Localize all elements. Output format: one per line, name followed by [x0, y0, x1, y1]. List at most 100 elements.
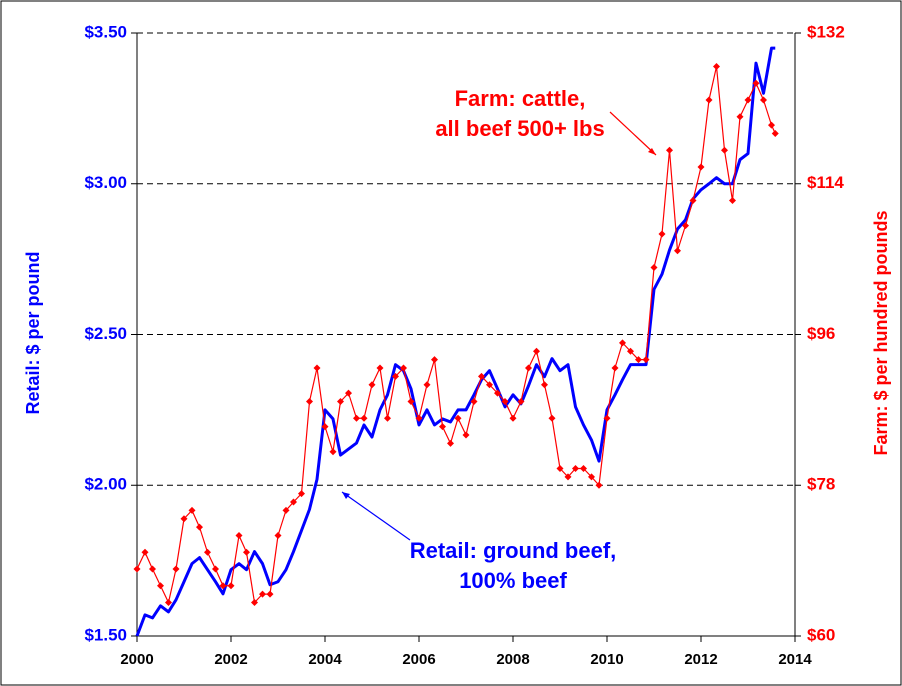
- marker: [258, 590, 266, 598]
- marker: [227, 582, 235, 590]
- marker: [384, 414, 392, 422]
- marker: [634, 356, 642, 364]
- marker: [697, 163, 705, 171]
- y2-tick-label: $114: [807, 173, 844, 192]
- marker: [305, 398, 313, 405]
- marker: [313, 364, 321, 372]
- marker: [650, 264, 658, 271]
- y2-axis-label: Farm: $ per hundred pounds: [871, 210, 891, 455]
- x-tick-label: 2008: [496, 651, 529, 668]
- marker: [525, 364, 533, 372]
- marker: [580, 465, 587, 472]
- annotation-arrowhead: [648, 148, 656, 155]
- marker: [768, 121, 775, 129]
- y-tick-label: $2.50: [84, 324, 127, 343]
- marker: [133, 565, 141, 573]
- x-tick-label: 2006: [402, 651, 435, 668]
- marker: [619, 339, 627, 347]
- marker: [674, 247, 681, 255]
- marker: [345, 389, 352, 397]
- annotation: Farm: cattle,: [455, 86, 586, 111]
- x-tick-label: 2002: [214, 651, 247, 668]
- marker: [642, 356, 650, 364]
- marker: [627, 347, 634, 355]
- marker: [141, 548, 149, 556]
- marker: [666, 146, 674, 154]
- marker: [376, 364, 384, 372]
- marker: [760, 96, 768, 104]
- y-axis-label: Retail: $ per pound: [23, 251, 43, 414]
- marker: [752, 79, 760, 87]
- y2-tick-label: $78: [807, 475, 835, 494]
- marker: [501, 398, 509, 405]
- x-tick-label: 2014: [778, 651, 812, 668]
- annotation-arrowhead: [342, 492, 350, 499]
- marker: [462, 431, 470, 439]
- series-line: [135, 46, 776, 637]
- marker: [689, 197, 697, 204]
- marker: [564, 473, 572, 481]
- marker: [454, 414, 462, 422]
- marker: [713, 63, 721, 70]
- marker: [744, 96, 752, 104]
- marker: [274, 532, 282, 539]
- marker: [587, 473, 595, 481]
- marker: [595, 481, 603, 489]
- marker: [478, 372, 486, 380]
- x-tick-label: 2010: [590, 651, 623, 668]
- marker: [611, 364, 619, 372]
- annotation-arrow: [341, 491, 411, 541]
- marker: [509, 414, 517, 422]
- marker: [658, 230, 666, 238]
- marker: [446, 439, 454, 447]
- marker: [243, 548, 251, 556]
- marker: [556, 465, 564, 472]
- y-tick-label: $3.50: [84, 22, 127, 41]
- marker: [219, 582, 227, 590]
- y2-tick-label: $132: [807, 22, 845, 41]
- marker: [548, 414, 556, 422]
- marker: [282, 506, 290, 514]
- marker: [540, 381, 548, 389]
- marker: [329, 448, 337, 456]
- y-tick-label: $1.50: [84, 625, 127, 644]
- y-tick-label: $2.00: [84, 475, 127, 494]
- marker: [470, 398, 478, 405]
- marker: [204, 548, 211, 556]
- marker: [486, 381, 493, 389]
- marker: [360, 414, 368, 422]
- marker: [266, 590, 274, 598]
- marker: [728, 197, 736, 204]
- marker: [157, 582, 164, 590]
- marker: [736, 113, 744, 121]
- marker: [423, 381, 431, 389]
- x-tick-label: 2000: [120, 651, 153, 668]
- marker: [415, 414, 423, 422]
- marker: [149, 565, 157, 573]
- marker: [235, 532, 243, 539]
- marker: [188, 506, 196, 514]
- marker: [321, 423, 329, 431]
- marker: [517, 398, 525, 405]
- x-tick-label: 2012: [684, 651, 717, 668]
- marker: [337, 398, 345, 405]
- marker: [180, 515, 188, 523]
- marker: [399, 364, 407, 372]
- y2-tick-label: $60: [807, 625, 835, 644]
- marker: [705, 96, 713, 104]
- marker: [368, 381, 376, 389]
- marker: [251, 599, 258, 606]
- annotation: all beef 500+ lbs: [435, 116, 604, 141]
- marker: [211, 565, 219, 573]
- marker: [493, 389, 501, 397]
- marker: [681, 222, 689, 230]
- marker: [196, 523, 204, 531]
- marker: [298, 490, 305, 498]
- marker: [164, 599, 172, 606]
- marker: [352, 414, 360, 422]
- annotation: 100% beef: [459, 568, 567, 593]
- annotation: Retail: ground beef,: [410, 538, 617, 563]
- marker: [172, 565, 180, 573]
